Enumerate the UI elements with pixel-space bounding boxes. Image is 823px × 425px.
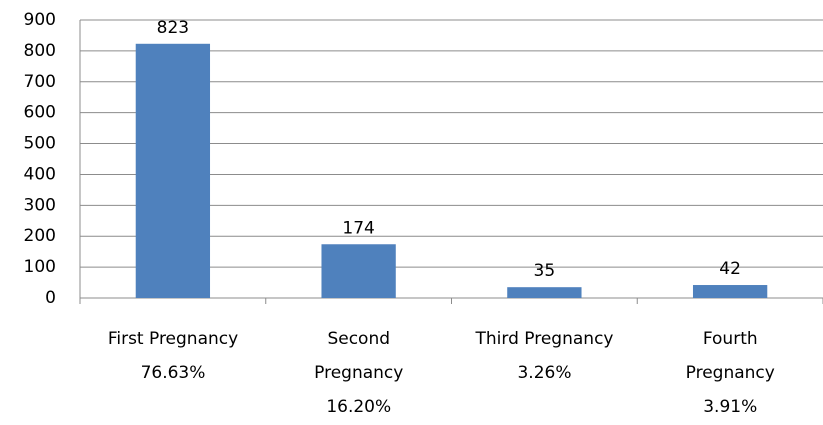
data-label: 823 — [157, 18, 189, 38]
x-tick-label: Fourth Pregnancy 3.91% — [685, 329, 775, 417]
data-label: 42 — [719, 259, 741, 279]
bar — [135, 43, 211, 299]
data-label: 35 — [534, 261, 556, 281]
bar — [507, 287, 582, 298]
x-tick-label: First Pregnancy 76.63% — [107, 329, 239, 383]
y-tick-label: 200 — [24, 226, 56, 246]
y-tick-label: 500 — [24, 134, 56, 154]
y-tick-label: 400 — [24, 164, 56, 184]
bar — [692, 285, 768, 298]
y-tick-label: 700 — [24, 72, 56, 92]
bar — [321, 244, 396, 298]
y-tick-label: 900 — [24, 10, 56, 30]
y-tick-label: 300 — [24, 195, 56, 215]
x-tick-label: Third Pregnancy 3.26% — [475, 329, 614, 383]
y-tick-label: 600 — [24, 103, 56, 123]
y-tick-label: 0 — [45, 288, 56, 308]
x-tick-label: Second Pregnancy 16.20% — [314, 329, 404, 417]
y-tick-label: 800 — [24, 41, 56, 61]
data-label: 174 — [342, 218, 374, 238]
y-tick-label: 100 — [24, 257, 56, 277]
